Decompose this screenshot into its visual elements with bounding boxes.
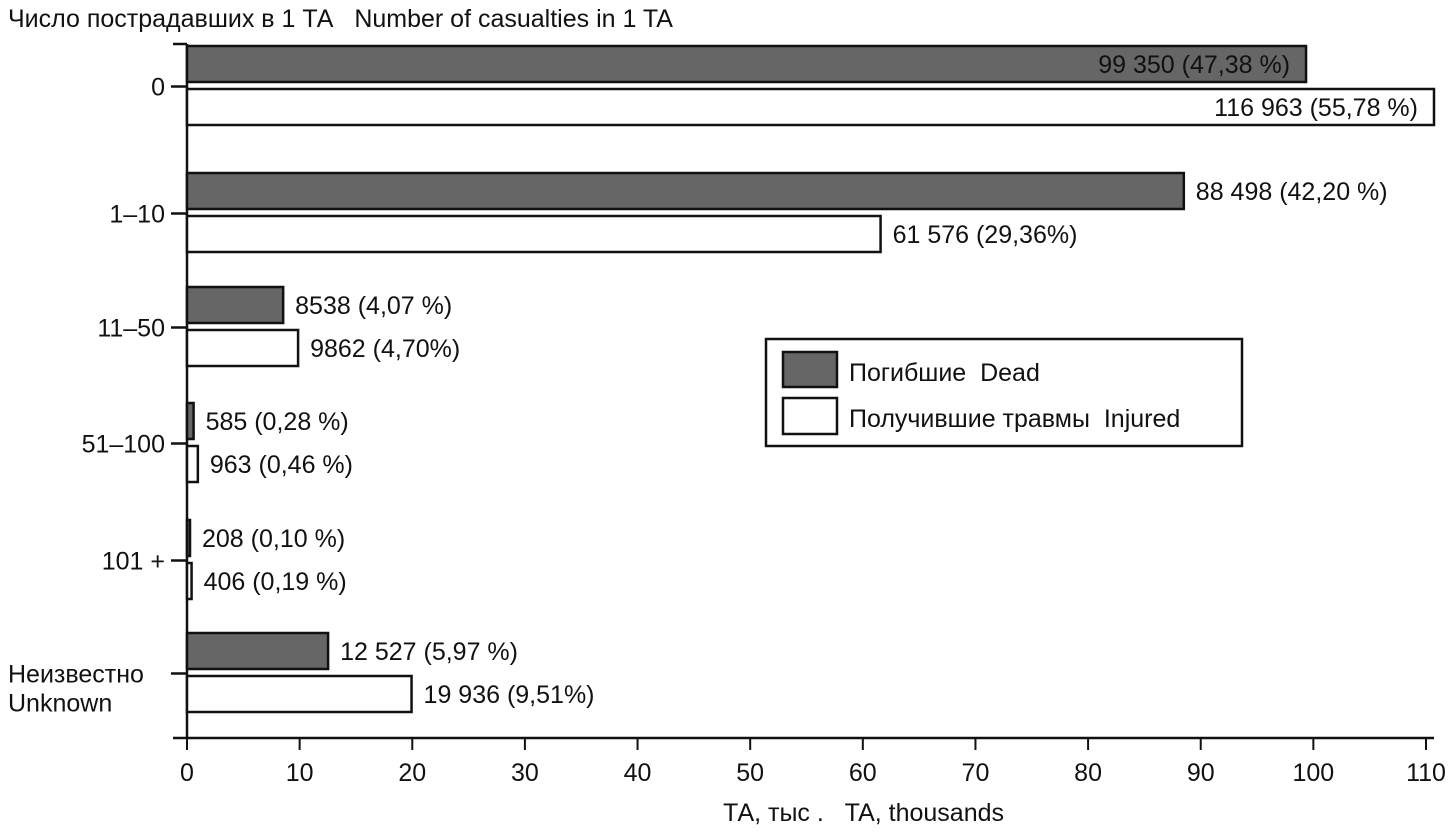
data-label-injured: 9862 (4,70%) — [310, 335, 460, 363]
bar-injured — [185, 87, 1436, 127]
data-label-injured: 19 936 (9,51%) — [424, 681, 595, 709]
x-tick-label: 10 — [286, 759, 314, 787]
bar-dead — [185, 171, 1186, 211]
x-tick-label: 70 — [962, 759, 990, 787]
legend-label-injured: Получившие травмы Injured — [849, 405, 1180, 433]
y-tick-label: 11–50 — [97, 315, 165, 343]
legend-box — [764, 337, 1244, 448]
legend-label-dead: Погибшие Dead — [849, 359, 1040, 387]
bar-dead — [185, 285, 285, 325]
bars — [185, 44, 1436, 714]
x-tick-label: 50 — [736, 759, 764, 787]
chart-title: Число пострадавших в 1 ТА Number of casu… — [8, 5, 673, 33]
x-tick-label: 0 — [180, 759, 194, 787]
x-tick-label: 30 — [511, 759, 539, 787]
data-label-dead: 12 527 (5,97 %) — [340, 638, 518, 666]
bar-injured — [185, 444, 200, 484]
bar-dead — [185, 631, 330, 671]
data-labels: 99 350 (47,38 %) 116 963 (55,78 %) 88 498 … — [202, 51, 1418, 709]
x-axis-title: ТА, тыс . TA, thousands — [723, 799, 1004, 827]
data-label-injured: 61 576 (29,36%) — [893, 221, 1078, 249]
x-tick-label: 40 — [624, 759, 652, 787]
y-tick-label: 1–10 — [109, 201, 165, 229]
axes: 0 10 20 30 40 50 60 70 80 90 100 110 0 1–10 11–50 51–10… — [8, 42, 1446, 787]
bar-injured — [185, 214, 882, 254]
bar-injured — [185, 674, 413, 714]
data-label-dead: 585 (0,28 %) — [206, 408, 349, 436]
bar-injured — [185, 328, 300, 368]
x-tick-label: 110 — [1406, 759, 1446, 787]
data-label-injured: 116 963 (55,78 %) — [1214, 94, 1418, 122]
legend-swatch-injured — [781, 396, 839, 436]
data-label-injured: 963 (0,46 %) — [210, 451, 353, 479]
y-tick-label: Неизвестно — [8, 661, 144, 689]
data-label-dead: 208 (0,10 %) — [202, 525, 345, 553]
bar-injured — [185, 561, 193, 601]
data-label-dead: 8538 (4,07 %) — [295, 292, 452, 320]
x-tick-label: 20 — [398, 759, 426, 787]
y-tick-label: 0 — [151, 74, 165, 102]
x-tick-label: 100 — [1293, 759, 1335, 787]
x-tick-label: 90 — [1187, 759, 1215, 787]
data-label-injured: 406 (0,19 %) — [204, 568, 347, 596]
bar-dead — [185, 401, 195, 441]
legend: Погибшие Dead Получившие травмы Injured — [764, 337, 1244, 448]
y-tick-label: 51–100 — [82, 431, 165, 459]
y-tick-label: 101 + — [102, 548, 165, 576]
x-tick-label: 60 — [849, 759, 877, 787]
y-tick-label: Unknown — [8, 690, 112, 718]
bar-dead — [185, 44, 1308, 84]
legend-swatch-dead — [781, 350, 839, 389]
x-tick-label: 80 — [1074, 759, 1102, 787]
data-label-dead: 99 350 (47,38 %) — [1098, 51, 1290, 79]
bar-dead — [185, 518, 192, 558]
data-label-dead: 88 498 (42,20 %) — [1196, 178, 1388, 206]
